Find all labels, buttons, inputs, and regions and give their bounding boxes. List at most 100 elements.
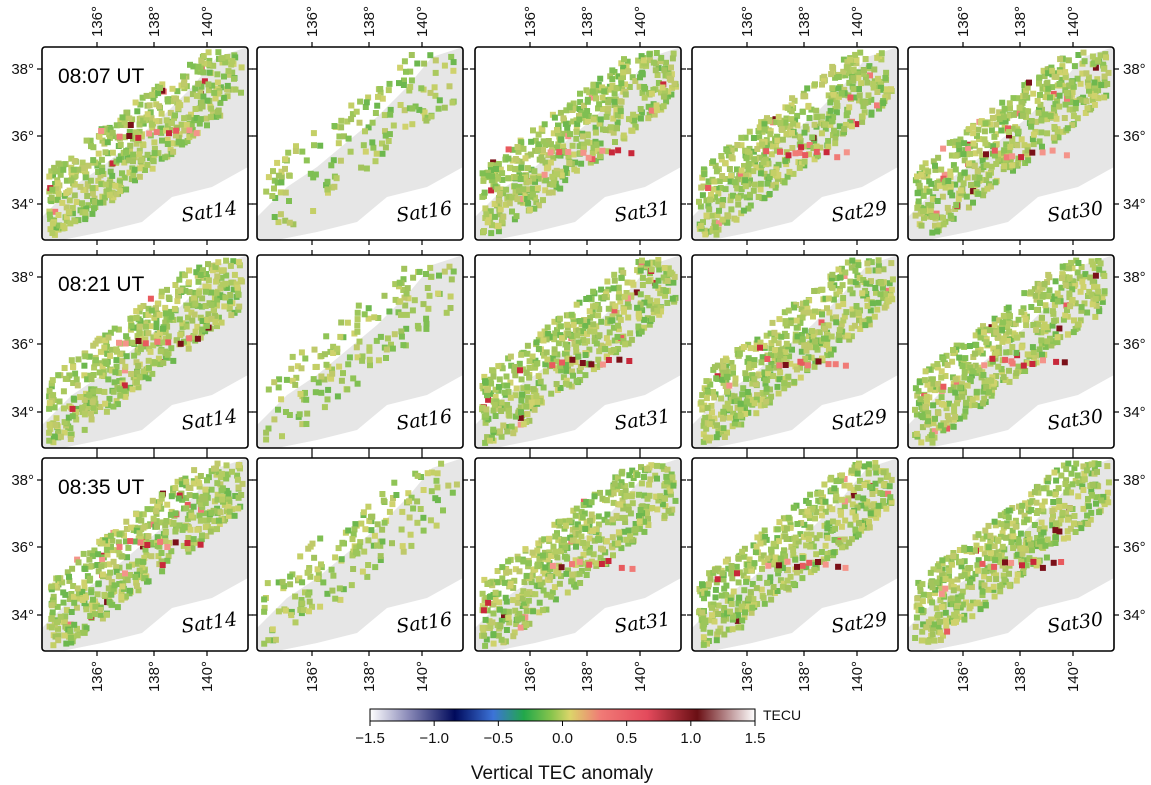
station-marker <box>750 168 757 175</box>
station-marker <box>641 316 648 323</box>
station-marker <box>403 68 409 75</box>
station-marker <box>920 192 927 199</box>
station-marker <box>847 278 854 285</box>
station-marker <box>535 202 542 209</box>
station-marker <box>661 67 668 74</box>
station-marker <box>566 355 573 362</box>
station-marker <box>407 83 414 90</box>
station-marker <box>863 280 870 287</box>
station-marker <box>761 195 768 202</box>
station-marker <box>47 425 54 432</box>
station-marker <box>784 123 791 130</box>
station-marker <box>63 213 70 220</box>
station-marker <box>783 130 790 137</box>
station-marker <box>604 148 611 155</box>
station-marker <box>751 156 758 163</box>
station-marker <box>592 124 599 131</box>
station-marker <box>656 266 663 273</box>
station-marker <box>774 137 781 144</box>
station-marker <box>128 322 135 329</box>
station-marker <box>567 131 573 138</box>
station-marker <box>229 468 235 475</box>
station-marker <box>833 109 840 116</box>
station-marker <box>360 142 367 149</box>
station-marker <box>400 342 407 349</box>
station-marker <box>159 137 165 144</box>
station-marker <box>498 433 505 440</box>
station-marker <box>1023 87 1030 94</box>
station-marker <box>752 381 759 387</box>
station-marker <box>127 315 134 322</box>
station-marker <box>488 230 495 237</box>
station-marker <box>637 115 644 122</box>
station-marker <box>882 94 889 101</box>
station-marker <box>481 193 487 199</box>
station-marker <box>135 587 142 594</box>
station-marker <box>591 334 598 341</box>
station-marker <box>545 164 552 171</box>
station-marker <box>203 322 210 329</box>
station-marker <box>96 133 103 140</box>
station-marker <box>1015 316 1022 323</box>
station-marker <box>223 475 230 482</box>
anomaly-marker <box>144 542 151 548</box>
station-marker <box>116 386 123 393</box>
station-marker <box>653 102 660 109</box>
station-marker <box>206 87 212 94</box>
station-marker <box>162 538 169 545</box>
station-marker <box>738 186 745 192</box>
station-marker <box>338 117 345 124</box>
station-marker <box>1095 80 1102 87</box>
station-marker <box>1039 143 1045 150</box>
station-marker <box>861 109 868 116</box>
station-marker <box>396 80 402 87</box>
station-marker <box>113 122 120 129</box>
station-marker <box>82 174 89 181</box>
station-marker <box>952 389 959 396</box>
station-marker <box>234 284 241 291</box>
station-marker <box>162 310 169 317</box>
station-marker <box>142 575 149 582</box>
station-marker <box>62 375 69 382</box>
station-marker <box>574 120 581 127</box>
station-marker <box>650 305 657 312</box>
station-marker <box>431 84 438 91</box>
station-marker <box>657 104 664 111</box>
lat-tick-label: 38° <box>11 269 34 286</box>
station-marker <box>962 408 969 415</box>
station-marker <box>87 613 94 619</box>
station-marker <box>211 465 217 472</box>
station-marker <box>637 106 644 112</box>
station-marker <box>1033 296 1040 303</box>
station-marker <box>918 222 925 229</box>
anomaly-marker <box>559 359 565 366</box>
anomaly-marker <box>1002 356 1009 363</box>
station-marker <box>511 183 518 190</box>
station-marker <box>974 180 981 187</box>
station-marker <box>605 339 612 346</box>
station-marker <box>593 95 599 102</box>
station-marker <box>666 75 673 82</box>
station-marker <box>1020 305 1027 312</box>
station-marker <box>423 315 430 322</box>
station-marker <box>709 227 716 234</box>
station-marker <box>526 206 533 213</box>
station-marker <box>68 155 75 162</box>
station-marker <box>1001 147 1008 154</box>
station-marker <box>146 102 153 109</box>
station-marker <box>509 146 516 153</box>
station-marker <box>99 372 106 379</box>
station-marker <box>799 336 806 343</box>
station-marker <box>648 90 655 97</box>
station-marker <box>623 290 630 296</box>
station-marker <box>115 326 122 333</box>
station-marker <box>860 277 867 283</box>
station-marker <box>143 92 150 99</box>
station-marker <box>543 349 550 356</box>
station-marker <box>719 376 726 383</box>
station-marker <box>998 366 1005 373</box>
station-marker <box>181 115 188 122</box>
anomaly-marker <box>1018 154 1025 161</box>
station-marker <box>128 176 135 183</box>
station-marker <box>302 389 308 396</box>
